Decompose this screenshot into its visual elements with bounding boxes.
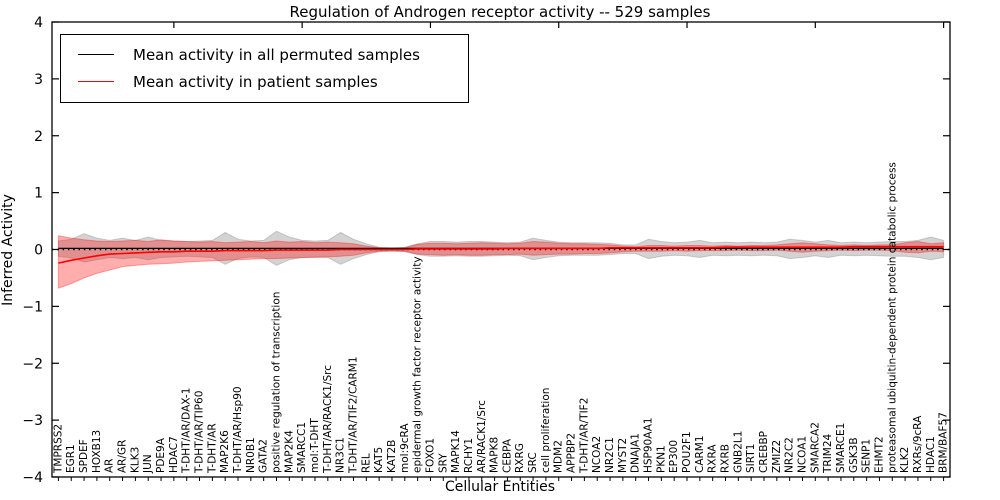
x-tick-label: T-DHT/AR/Hsp90	[232, 386, 244, 474]
y-tick-label: 2	[34, 129, 43, 145]
x-tick-label: T-DHT/AR/TIF2	[578, 398, 590, 474]
legend-item-permuted: Mean activity in all permuted samples	[69, 41, 420, 68]
x-tick-label: MAPK8	[489, 437, 501, 473]
y-tick-label: 1	[34, 186, 43, 202]
x-tick-label: AR/GR	[117, 440, 129, 473]
x-tick-label: PKN1	[655, 445, 667, 473]
x-tick-label: EP300	[668, 440, 680, 473]
x-tick-label: NCOA1	[796, 436, 808, 473]
mean-line	[58, 245, 944, 264]
x-tick-label: NR3C1	[335, 437, 347, 473]
x-tick-label: SENP1	[861, 439, 873, 473]
x-tick-label: PDE9A	[155, 437, 167, 473]
y-ticks: −4 −3 −2 −1 0 1 2 3 4	[22, 15, 950, 486]
x-ticks-and-labels: TMPRSS2 EGR1 SPDEF HOXB13 AR AR/GR KLK3 JUN PDE9…	[52, 162, 950, 481]
mean-lines	[58, 245, 944, 264]
x-tick-label: MAP2K4	[283, 430, 295, 473]
x-tick-label: RXRG	[514, 443, 526, 473]
x-tick-label: positive regulation of transcription	[271, 292, 283, 473]
x-tick-label: CREBBP	[758, 431, 770, 473]
x-tick-label: RXRs/9cRA	[912, 415, 924, 473]
x-tick-label: T-DHT/AR/TIF2/CARM1	[347, 356, 359, 474]
x-tick-label: MDM2	[553, 440, 565, 473]
x-tick-label: FOXO1	[424, 438, 436, 473]
legend-handle	[69, 54, 123, 55]
x-tick-label: RCHY1	[463, 438, 475, 473]
x-tick-label: EHMT2	[873, 436, 885, 473]
legend-label-patient: Mean activity in patient samples	[133, 72, 378, 91]
x-tick-label: CARM1	[694, 435, 706, 473]
x-tick-label: JUN	[142, 454, 154, 474]
x-tick-label: T-DHT/AR/DAX-1	[181, 388, 193, 474]
legend-label-permuted: Mean activity in all permuted samples	[133, 45, 420, 64]
x-tick-label: mol:9cRA	[399, 423, 411, 473]
x-tick-label: GNB2L1	[732, 431, 744, 473]
x-tick-label: POU2F1	[681, 431, 693, 473]
x-tick-label: RXRB	[720, 444, 732, 473]
x-tick-label: HOXB13	[91, 430, 103, 473]
band	[57, 235, 945, 289]
x-tick-label: TMPRSS2	[52, 424, 64, 474]
x-tick-label: HDAC1	[925, 436, 937, 473]
x-tick-label: GATA2	[258, 439, 270, 473]
x-tick-label: SMARCA2	[809, 422, 821, 473]
x-tick-label: APPBP2	[566, 433, 578, 473]
x-tick-label: NR2C2	[784, 437, 796, 473]
patient-line-swatch	[78, 81, 114, 82]
chart-title: Regulation of Androgen receptor activity…	[289, 3, 711, 21]
x-tick-label: SIRT1	[745, 444, 757, 473]
x-tick-label: SMARCC1	[296, 422, 308, 473]
x-tick-label: AR	[104, 459, 116, 473]
x-tick-label: T-DHT/AR/RACK1/Src	[322, 365, 334, 474]
permuted-line-swatch	[78, 54, 114, 55]
x-tick-label: CEBPA	[501, 438, 513, 473]
y-tick-label: 4	[34, 15, 43, 31]
std-bands	[57, 230, 945, 289]
x-tick-label: KAT2B	[386, 440, 398, 473]
x-tick-label: REL	[360, 453, 372, 473]
x-tick-label: MYST2	[617, 438, 629, 473]
y-tick-label: 0	[34, 243, 43, 259]
x-tick-label: epidermal growth factor receptor activit…	[412, 256, 424, 473]
x-tick-label: T-DHT/AR	[206, 423, 218, 474]
x-tick-label: BRM/BAF57	[938, 412, 950, 473]
x-tick-label: NR0B1	[245, 437, 257, 473]
x-tick-label: SPDEF	[78, 439, 90, 473]
x-tick-label: MAPK14	[450, 430, 462, 473]
x-tick-label: cell proliferation	[540, 388, 552, 473]
x-tick-label: EGR1	[65, 444, 77, 473]
x-tick-label: HSP90AA1	[643, 417, 655, 473]
x-tick-label: KLK3	[129, 447, 141, 473]
y-tick-label: −4	[22, 470, 43, 486]
x-tick-label: MAP2K6	[219, 430, 231, 473]
top-ticks	[173, 22, 945, 28]
y-tick-label: −3	[22, 413, 43, 429]
x-tick-label: SMARCE1	[835, 423, 847, 473]
x-tick-label: KAT5	[373, 447, 385, 473]
legend: Mean activity in all permuted samples Me…	[60, 34, 469, 103]
x-tick-label: NR2C1	[604, 437, 616, 473]
x-tick-label: KLK2	[899, 447, 911, 473]
x-tick-label: TRIM24	[822, 433, 834, 474]
x-tick-label: T-DHT/AR/TIP60	[194, 391, 206, 474]
x-tick-label: GSK3B	[848, 437, 860, 473]
x-tick-label: mol:T-DHT	[309, 418, 321, 473]
x-tick-label: SRC	[527, 452, 539, 473]
x-tick-label: DNAJA1	[630, 433, 642, 473]
x-tick-label: ZMIZ2	[771, 440, 783, 473]
x-tick-label: RXRA	[707, 444, 719, 473]
x-axis-label: Cellular Entities	[444, 479, 556, 495]
y-tick-label: −2	[22, 356, 43, 372]
x-tick-label: AR/RACK1/Src	[476, 400, 488, 473]
x-tick-label: HDAC7	[168, 436, 180, 473]
x-tick-label: proteasomal ubiquitin-dependent protein …	[886, 162, 898, 473]
legend-item-patient: Mean activity in patient samples	[69, 68, 420, 95]
legend-handle	[69, 81, 123, 82]
y-tick-label: −1	[22, 299, 43, 315]
y-tick-label: 3	[34, 72, 43, 88]
x-tick-label: NCOA2	[591, 436, 603, 473]
x-tick-label: SRY	[437, 453, 449, 473]
